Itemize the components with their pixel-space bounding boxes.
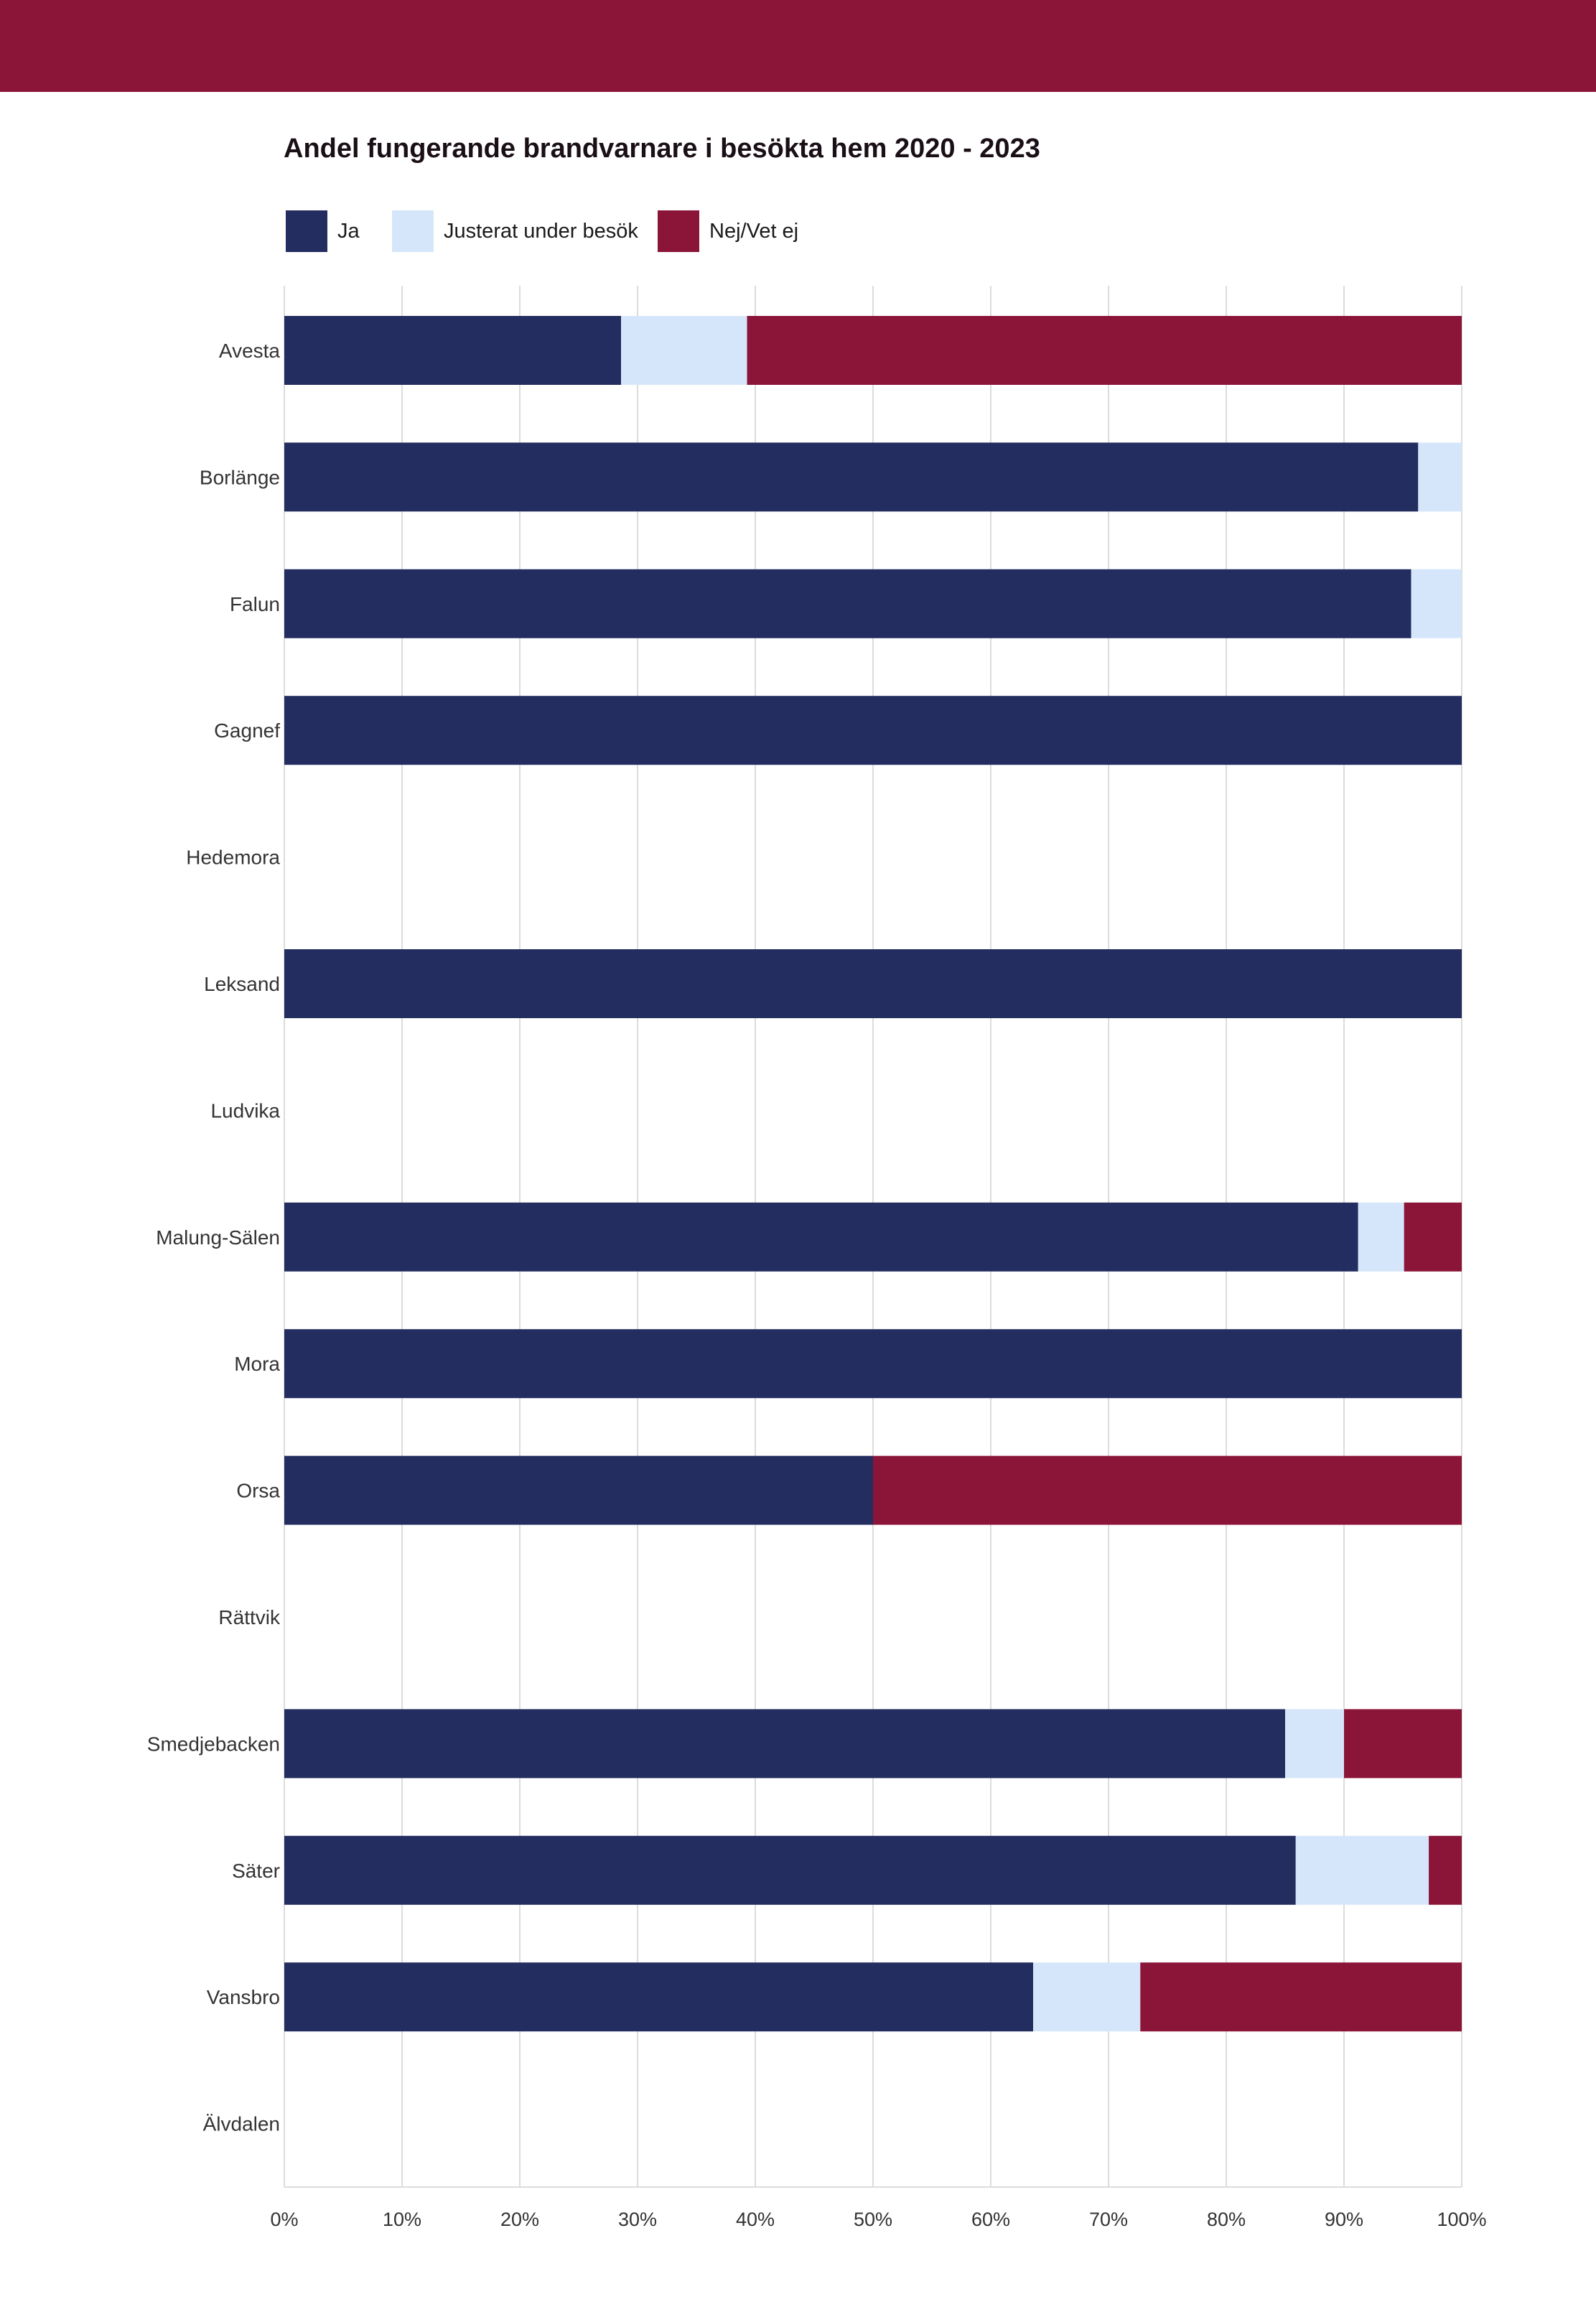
bar-segment-ja (284, 316, 622, 385)
legend-swatch-ja (286, 210, 327, 252)
bar-segment-ja (284, 1962, 1034, 2032)
bar-segment-justerat-under-bes-k (621, 316, 747, 385)
bar-segment-nej-vet-ej (873, 1455, 1462, 1525)
category-label: Orsa (236, 1480, 280, 1502)
category-label: Rättvik (218, 1606, 281, 1628)
legend-swatch-nej (658, 210, 699, 252)
bar-segment-nej-vet-ej (1140, 1962, 1462, 2032)
legend-swatch-justerat (392, 210, 434, 252)
category-label: Säter (232, 1860, 280, 1882)
x-tick-label: 90% (1325, 2209, 1363, 2230)
bar-segment-justerat-under-bes-k (1033, 1962, 1141, 2032)
bar-segment-ja (284, 1202, 1358, 1272)
bar-segment-ja (284, 442, 1419, 512)
x-tick-label: 40% (736, 2209, 775, 2230)
legend-label-justerat: Justerat under besök (444, 220, 638, 243)
bar-segment-ja (284, 569, 1411, 638)
bar-segment-ja (284, 1709, 1285, 1779)
category-label: Malung-Sälen (156, 1226, 280, 1249)
bar-segment-ja (284, 1455, 873, 1525)
x-tick-label: 20% (500, 2209, 539, 2230)
category-label: Älvdalen (203, 2113, 280, 2135)
top-banner (0, 0, 1596, 92)
bar-segment-ja (284, 1329, 1462, 1399)
x-tick-label: 30% (618, 2209, 657, 2230)
x-tick-label: 10% (383, 2209, 421, 2230)
category-label: Borlänge (200, 466, 280, 488)
bar-segment-nej-vet-ej (747, 316, 1462, 385)
bar-segment-justerat-under-bes-k (1418, 442, 1462, 512)
x-tick-label: 70% (1089, 2209, 1128, 2230)
category-label: Vansbro (207, 1986, 280, 2008)
bar-segment-ja (284, 1835, 1296, 1905)
category-label: Falun (230, 593, 280, 615)
category-label: Ludvika (210, 1099, 280, 1122)
legend-label-nej: Nej/Vet ej (709, 220, 799, 243)
bar-segment-justerat-under-bes-k (1295, 1835, 1429, 1905)
bar-segment-nej-vet-ej (1429, 1835, 1462, 1905)
x-tick-label: 100% (1437, 2209, 1486, 2230)
legend-label-ja: Ja (337, 220, 360, 243)
bar-segment-justerat-under-bes-k (1358, 1202, 1404, 1272)
category-label: Gagnef (214, 719, 280, 742)
bar-segment-justerat-under-bes-k (1411, 569, 1462, 638)
bar-segment-nej-vet-ej (1344, 1709, 1462, 1779)
category-label: Hedemora (186, 847, 280, 869)
category-label: Mora (234, 1353, 280, 1375)
category-label: Smedjebacken (147, 1733, 280, 1755)
x-tick-label: 50% (854, 2209, 892, 2230)
x-tick-label: 80% (1207, 2209, 1246, 2230)
x-tick-label: 0% (270, 2209, 298, 2230)
category-label: Leksand (204, 973, 280, 995)
chart-title: Andel fungerande brandvarnare i besökta … (284, 134, 1040, 164)
category-label: Avesta (219, 340, 281, 362)
bar-segment-ja (284, 696, 1462, 765)
bar-segment-justerat-under-bes-k (1285, 1709, 1344, 1779)
bar-segment-nej-vet-ej (1404, 1202, 1462, 1272)
bar-segment-ja (284, 949, 1462, 1018)
x-tick-label: 60% (971, 2209, 1010, 2230)
